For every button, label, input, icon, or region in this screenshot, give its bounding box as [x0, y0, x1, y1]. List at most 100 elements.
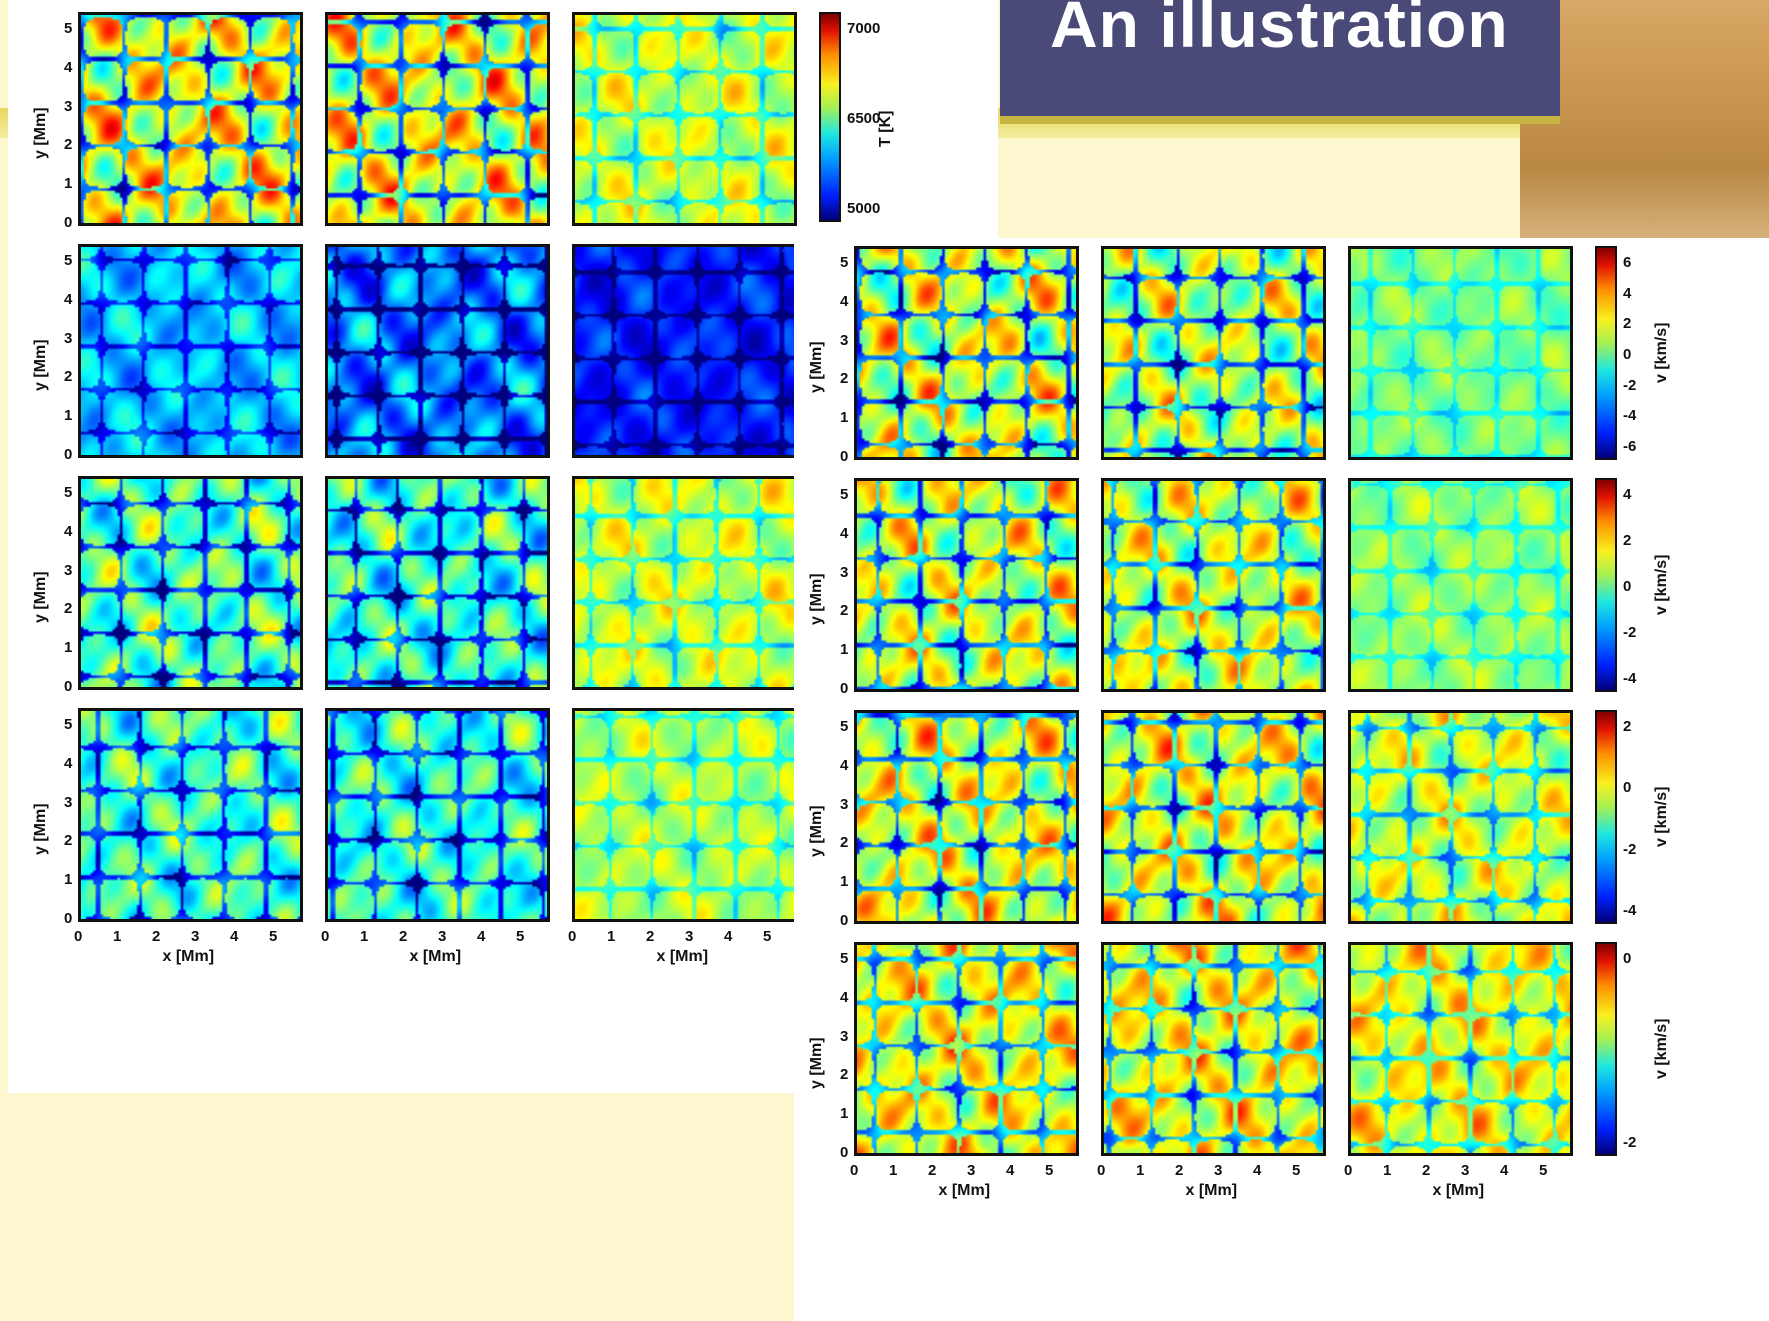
- x-tick-label: 4: [1500, 1162, 1509, 1179]
- heatmap-image: [1104, 945, 1323, 1153]
- x-tick-label: 2: [928, 1162, 937, 1179]
- y-tick-label: 2: [840, 602, 849, 620]
- colorbar-tick-label: 7000: [847, 20, 881, 37]
- x-tick-label: 5: [269, 928, 278, 945]
- y-tick-label: 0: [840, 912, 849, 929]
- colorbar-tick-label: -2: [1623, 624, 1637, 641]
- heatmap-image: [575, 15, 794, 223]
- y-tick-label: 5: [64, 20, 73, 37]
- x-axis-label: x [Mm]: [938, 1182, 991, 1199]
- heatmap-image: [328, 247, 547, 455]
- x-tick-label: 0: [74, 928, 83, 945]
- y-tick-label: 3: [840, 795, 849, 813]
- y-tick-label: 5: [840, 950, 849, 967]
- colorbar-tick-label: 4: [1623, 284, 1632, 302]
- heatmap-panel-r4-c2: [325, 708, 550, 922]
- background-photo: [1520, 0, 1769, 240]
- x-tick-label: 1: [113, 928, 122, 945]
- x-tick-label: 1: [1383, 1162, 1392, 1179]
- heatmap-panel-r1-c2: [1101, 246, 1326, 460]
- colorbar-tick-label: 6500: [847, 110, 881, 127]
- heatmap-image: [1351, 713, 1570, 921]
- x-tick-label: 5: [516, 928, 525, 945]
- heatmap-panel-r3-c2: [325, 476, 550, 690]
- heatmap-image: [857, 713, 1076, 921]
- x-tick-label: 3: [685, 928, 694, 945]
- heatmap-image: [328, 711, 547, 919]
- y-tick-label: 1: [840, 409, 849, 427]
- y-tick-label: 3: [64, 793, 73, 811]
- x-axis-label: x [Mm]: [656, 948, 709, 965]
- heatmap-image: [857, 481, 1076, 689]
- heatmap-image: [81, 15, 300, 223]
- colorbar-label: v [km/s]: [1653, 1018, 1670, 1079]
- y-axis-label: y [Mm]: [808, 805, 825, 857]
- y-tick-label: 2: [64, 600, 73, 618]
- y-tick-label: 2: [64, 832, 73, 850]
- y-tick-label: 4: [840, 524, 849, 542]
- y-tick-label: 3: [840, 563, 849, 581]
- colorbar-tick-label: 0: [1623, 950, 1632, 967]
- x-tick-label: 2: [646, 928, 655, 945]
- colorbar-label: v [km/s]: [1653, 786, 1670, 847]
- colorbar-tick-label: -4: [1623, 902, 1637, 919]
- heatmap-panel-r3-c1: [78, 476, 303, 690]
- heatmap-panel-r1-c1: [854, 246, 1079, 460]
- heatmap-panel-r3-c3: [572, 476, 797, 690]
- colorbar-tick-label: -2: [1623, 1134, 1637, 1151]
- colorbar-tick-label: -2: [1623, 376, 1637, 394]
- heatmap-panel-r4-c1: [78, 708, 303, 922]
- x-tick-label: 5: [1539, 1162, 1548, 1179]
- heatmap-image: [1104, 249, 1323, 457]
- heatmap-panel-r2-c1: [78, 244, 303, 458]
- x-tick-label: 5: [1045, 1162, 1054, 1179]
- heatmap-panel-r2-c2: [1101, 478, 1326, 692]
- y-axis-label: y [Mm]: [808, 1037, 825, 1089]
- heatmap-image: [1351, 249, 1570, 457]
- y-tick-label: 0: [840, 1144, 849, 1161]
- y-tick-label: 4: [64, 290, 73, 308]
- heatmap-panel-r2-c3: [572, 244, 797, 458]
- y-tick-label: 1: [64, 407, 73, 425]
- colorbar-label: v [km/s]: [1653, 322, 1670, 383]
- y-axis-label: y [Mm]: [808, 573, 825, 625]
- title-bar: [1000, 0, 1560, 124]
- colorbar-tick-label: -4: [1623, 407, 1637, 425]
- x-tick-label: 4: [724, 928, 733, 945]
- x-tick-label: 3: [191, 928, 200, 945]
- colorbar: [1595, 710, 1617, 924]
- y-axis-label: y [Mm]: [32, 107, 49, 159]
- y-tick-label: 4: [64, 522, 73, 540]
- y-tick-label: 3: [64, 97, 73, 115]
- colorbar-tick-label: 5000: [847, 200, 881, 217]
- colorbar-tick-label: 2: [1623, 532, 1632, 549]
- colorbar-tick-label: 2: [1623, 718, 1632, 735]
- x-tick-label: 3: [1461, 1162, 1470, 1179]
- x-tick-label: 3: [1214, 1162, 1223, 1179]
- heatmap-panel-r3-c1: [854, 710, 1079, 924]
- x-tick-label: 3: [438, 928, 447, 945]
- x-tick-label: 2: [1175, 1162, 1184, 1179]
- heatmap-image: [857, 945, 1076, 1153]
- y-tick-label: 5: [64, 716, 73, 733]
- heatmap-image: [328, 479, 547, 687]
- x-tick-label: 1: [360, 928, 369, 945]
- heatmap-image: [1104, 713, 1323, 921]
- heatmap-panel-r4-c1: [854, 942, 1079, 1156]
- y-axis-label: y [Mm]: [32, 803, 49, 855]
- colorbar: [819, 12, 841, 222]
- x-tick-label: 2: [152, 928, 161, 945]
- slide-title: An illustration: [1050, 0, 1509, 61]
- y-tick-label: 4: [840, 292, 849, 310]
- x-axis-label: x [Mm]: [1432, 1182, 1485, 1199]
- y-tick-label: 1: [64, 175, 73, 193]
- colorbar-tick-label: -4: [1623, 670, 1637, 687]
- y-tick-label: 5: [840, 254, 849, 271]
- heatmap-image: [81, 479, 300, 687]
- x-tick-label: 4: [477, 928, 486, 945]
- y-tick-label: 4: [64, 754, 73, 772]
- y-axis-label: y [Mm]: [32, 339, 49, 391]
- heatmap-image: [81, 711, 300, 919]
- y-tick-label: 0: [64, 214, 73, 231]
